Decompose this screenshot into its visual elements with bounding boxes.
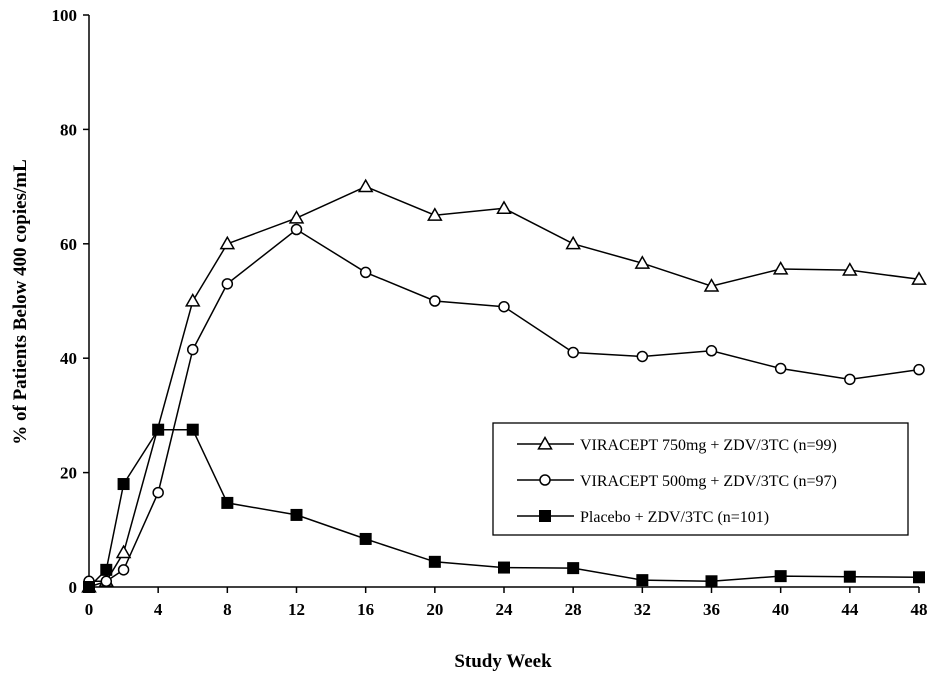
x-tick-label: 8 (223, 600, 232, 619)
series-1-triangle-marker (772, 260, 789, 275)
series-2-circle-marker (567, 346, 579, 359)
legend-label: Placebo + ZDV/3TC (n=101) (580, 509, 769, 526)
series-3-square-marker (100, 563, 113, 576)
series-3-square-marker (290, 508, 303, 521)
series-2-circle-marker (359, 266, 372, 279)
series-3-square-marker (913, 571, 925, 584)
series-3-square-marker (428, 555, 441, 568)
series-1-triangle-marker (115, 544, 132, 559)
series-3-square-marker (221, 496, 234, 509)
x-tick-label: 28 (565, 600, 582, 619)
series-layer (81, 178, 927, 593)
series-1-triangle-marker (427, 207, 443, 221)
y-tick-label: 0 (69, 578, 78, 597)
series-2-circle-marker (844, 373, 856, 386)
series-3-square-marker (186, 423, 199, 436)
legend-label: VIRACEPT 750mg + ZDV/3TC (n=99) (580, 437, 837, 454)
series-3-square-marker (359, 532, 372, 545)
series-2-circle-marker (636, 350, 649, 363)
series-2-circle-marker (913, 363, 925, 376)
y-tick-label: 100 (52, 6, 78, 25)
x-tick-label: 44 (841, 600, 859, 619)
x-tick-label: 4 (154, 600, 163, 619)
x-tick-label: 24 (496, 600, 514, 619)
legend-label: VIRACEPT 500mg + ZDV/3TC (n=97) (580, 473, 837, 490)
series-3-square-marker (567, 562, 580, 575)
series-2-circle-marker (705, 345, 718, 357)
series-3 (83, 423, 925, 593)
x-tick-label: 48 (911, 600, 928, 619)
series-3-square-marker (83, 581, 95, 593)
x-tick-label: 32 (634, 600, 651, 619)
series-2-circle-marker (774, 362, 787, 375)
x-tick-label: 36 (703, 600, 720, 619)
legend-square-marker (539, 510, 551, 522)
legend-triangle-marker (537, 435, 553, 450)
y-tick-label: 80 (60, 120, 77, 139)
series-1-triangle-marker (703, 278, 720, 292)
series-2-circle-marker (290, 223, 303, 236)
series-2-circle-marker (498, 300, 510, 313)
series-1-triangle-marker (184, 292, 201, 307)
series-1-triangle-marker (911, 271, 927, 285)
series-3-square-marker (498, 561, 510, 574)
series-1-triangle-marker (842, 262, 858, 276)
series-1-triangle-marker (357, 178, 374, 193)
series-3-square-marker (774, 570, 787, 583)
y-tick-label: 60 (60, 235, 77, 254)
series-2-line (89, 228, 920, 583)
y-tick-label: 40 (60, 349, 77, 368)
y-tick-label: 20 (60, 464, 77, 483)
x-tick-label: 16 (357, 600, 374, 619)
series-2-circle-marker (152, 486, 164, 499)
series-2-circle-marker (100, 575, 113, 588)
legend-circle-marker (539, 474, 551, 486)
x-tick-label: 0 (85, 600, 94, 619)
series-1-triangle-marker (634, 255, 651, 269)
y-axis-title: % of Patients Below 400 copies/mL (10, 159, 31, 445)
series-2 (83, 223, 925, 588)
series-3-line (88, 428, 920, 588)
series-2-circle-marker (117, 564, 130, 576)
series-3-square-marker (152, 423, 165, 436)
x-tick-label: 20 (426, 600, 443, 619)
series-2-circle-marker (429, 295, 441, 307)
series-1-triangle-marker (565, 235, 581, 250)
series-1-triangle-marker (288, 210, 305, 224)
series-1-triangle-marker (219, 235, 236, 250)
series-2-circle-marker (221, 278, 234, 290)
legend: VIRACEPT 750mg + ZDV/3TC (n=99) VIRACEPT … (492, 422, 909, 536)
series-3-square-marker (843, 570, 856, 583)
x-axis-title: Study Week (454, 651, 552, 672)
series-2-circle-marker (187, 343, 199, 356)
series-3-square-marker (117, 478, 130, 491)
series-3-square-marker (636, 574, 649, 587)
series-1-triangle-marker (496, 200, 512, 214)
series-3-square-marker (705, 575, 718, 588)
x-tick-label: 40 (772, 600, 789, 619)
x-tick-label: 12 (288, 600, 305, 619)
